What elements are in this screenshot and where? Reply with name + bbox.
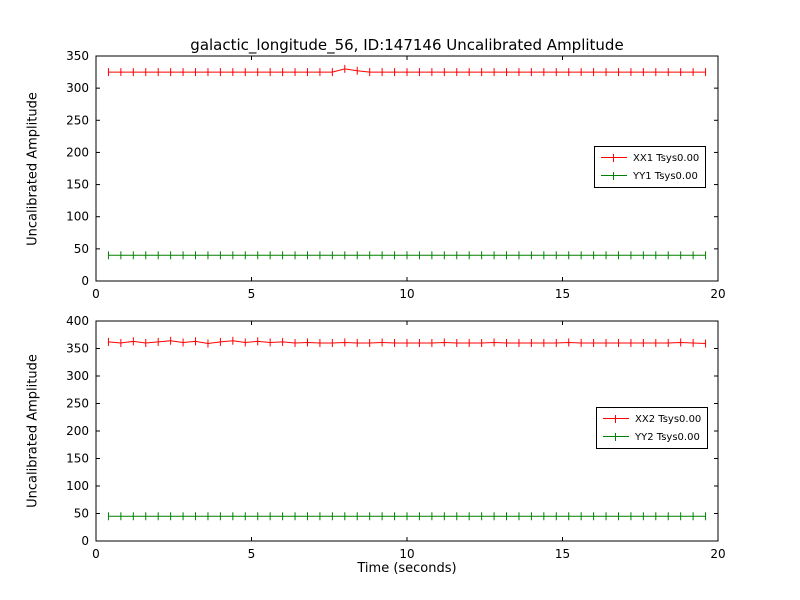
legend-line-icon xyxy=(601,157,627,158)
legend-bottom: XX2 Tsys0.00 YY2 Tsys0.00 xyxy=(596,407,709,449)
y-tick-label: 250 xyxy=(66,397,89,411)
legend-line-icon xyxy=(603,418,629,419)
legend-line-sample xyxy=(601,152,627,164)
y-tick-label: 350 xyxy=(66,342,89,356)
legend-line-sample xyxy=(603,413,629,425)
y-tick-label: 0 xyxy=(81,534,89,548)
x-tick-label: 0 xyxy=(92,547,100,561)
y-tick-label: 400 xyxy=(66,314,89,328)
x-tick-label: 5 xyxy=(248,287,256,301)
legend-label: XX1 Tsys0.00 xyxy=(633,152,700,164)
legend-entry: XX2 Tsys0.00 xyxy=(603,411,701,427)
y-tick-label: 300 xyxy=(66,81,89,95)
legend-marker-icon xyxy=(615,415,616,423)
x-tick-label: 10 xyxy=(399,287,414,301)
y-axis-label-bottom: Uncalibrated Amplitude xyxy=(25,354,41,508)
x-tick-label: 0 xyxy=(92,287,100,301)
legend-label: YY2 Tsys0.00 xyxy=(635,431,700,443)
legend-line-sample xyxy=(603,431,629,443)
x-tick-label: 5 xyxy=(248,547,256,561)
legend-line-sample xyxy=(601,170,627,182)
x-axis-label: Time (seconds) xyxy=(357,561,457,576)
legend-entry: YY1 Tsys0.00 xyxy=(601,168,699,184)
legend-marker-icon xyxy=(615,433,616,441)
x-tick-label: 10 xyxy=(399,547,414,561)
legend-line-icon xyxy=(603,436,629,437)
legend-entry: YY2 Tsys0.00 xyxy=(603,429,701,445)
legend-line-icon xyxy=(601,175,627,176)
legend-label: YY1 Tsys0.00 xyxy=(633,170,698,182)
legend-marker-icon xyxy=(613,172,614,180)
y-tick-label: 100 xyxy=(66,210,89,224)
y-tick-label: 300 xyxy=(66,369,89,383)
y-axis-label-top: Uncalibrated Amplitude xyxy=(25,92,41,246)
y-tick-label: 150 xyxy=(66,452,89,466)
plot-title: galactic_longitude_56, ID:147146 Uncalib… xyxy=(190,36,624,54)
x-tick-label: 20 xyxy=(710,287,725,301)
y-tick-label: 200 xyxy=(66,145,89,159)
y-tick-label: 150 xyxy=(66,178,89,192)
x-tick-label: 15 xyxy=(555,287,570,301)
y-tick-label: 200 xyxy=(66,424,89,438)
y-tick-label: 0 xyxy=(81,274,89,288)
legend-entry: XX1 Tsys0.00 xyxy=(601,150,699,166)
x-tick-label: 15 xyxy=(555,547,570,561)
legend-marker-icon xyxy=(613,154,614,162)
y-tick-label: 350 xyxy=(66,49,89,63)
x-tick-label: 20 xyxy=(710,547,725,561)
y-tick-label: 50 xyxy=(74,242,89,256)
y-tick-label: 250 xyxy=(66,113,89,127)
legend-top: XX1 Tsys0.00 YY1 Tsys0.00 xyxy=(594,146,707,188)
legend-label: XX2 Tsys0.00 xyxy=(635,413,702,425)
y-tick-label: 50 xyxy=(74,507,89,521)
y-tick-label: 100 xyxy=(66,479,89,493)
